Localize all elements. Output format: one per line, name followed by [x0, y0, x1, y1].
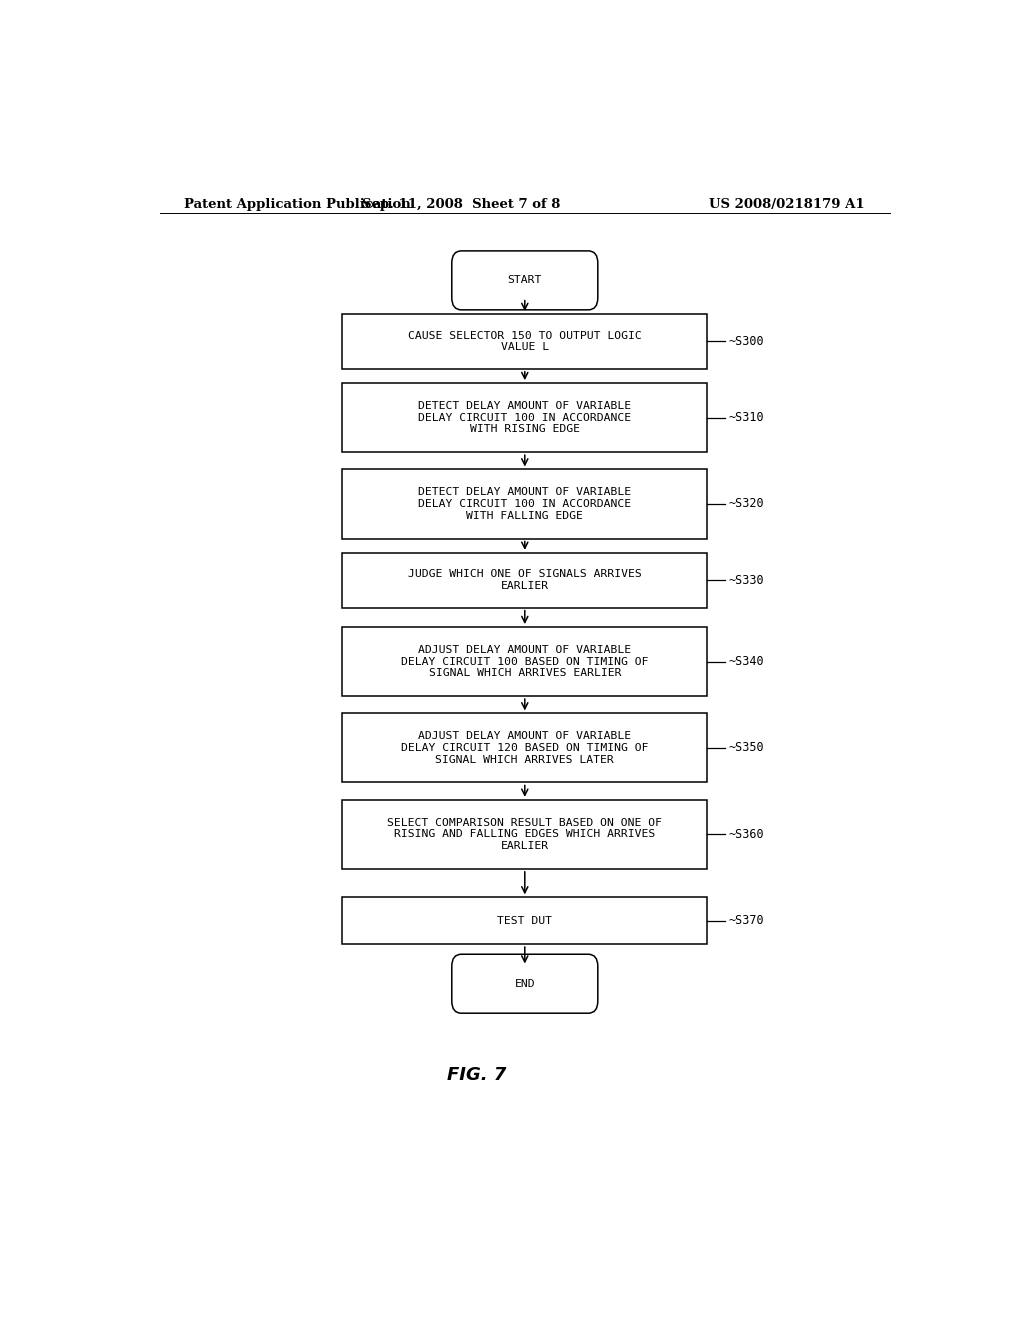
Text: END: END — [514, 978, 536, 989]
Text: START: START — [508, 276, 542, 285]
FancyBboxPatch shape — [452, 251, 598, 310]
Text: JUDGE WHICH ONE OF SIGNALS ARRIVES
EARLIER: JUDGE WHICH ONE OF SIGNALS ARRIVES EARLI… — [408, 569, 642, 591]
Bar — [342, 898, 708, 944]
Text: ADJUST DELAY AMOUNT OF VARIABLE
DELAY CIRCUIT 100 BASED ON TIMING OF
SIGNAL WHIC: ADJUST DELAY AMOUNT OF VARIABLE DELAY CI… — [401, 645, 648, 678]
Text: ~S350: ~S350 — [729, 742, 764, 755]
Bar — [342, 713, 708, 783]
Text: Patent Application Publication: Patent Application Publication — [183, 198, 411, 211]
Text: TEST DUT: TEST DUT — [498, 916, 552, 925]
Text: ~S330: ~S330 — [729, 574, 764, 586]
Bar — [342, 627, 708, 696]
Text: ~S320: ~S320 — [729, 498, 764, 511]
Text: CAUSE SELECTOR 150 TO OUTPUT LOGIC
VALUE L: CAUSE SELECTOR 150 TO OUTPUT LOGIC VALUE… — [408, 330, 642, 352]
Text: US 2008/0218179 A1: US 2008/0218179 A1 — [709, 198, 864, 211]
Text: DETECT DELAY AMOUNT OF VARIABLE
DELAY CIRCUIT 100 IN ACCORDANCE
WITH FALLING EDG: DETECT DELAY AMOUNT OF VARIABLE DELAY CI… — [418, 487, 632, 520]
Text: SELECT COMPARISON RESULT BASED ON ONE OF
RISING AND FALLING EDGES WHICH ARRIVES
: SELECT COMPARISON RESULT BASED ON ONE OF… — [387, 817, 663, 851]
Text: ~S300: ~S300 — [729, 335, 764, 348]
Text: ADJUST DELAY AMOUNT OF VARIABLE
DELAY CIRCUIT 120 BASED ON TIMING OF
SIGNAL WHIC: ADJUST DELAY AMOUNT OF VARIABLE DELAY CI… — [401, 731, 648, 764]
FancyBboxPatch shape — [452, 954, 598, 1014]
Bar — [342, 800, 708, 869]
Text: ~S360: ~S360 — [729, 828, 764, 841]
Bar — [342, 314, 708, 368]
Text: Sep. 11, 2008  Sheet 7 of 8: Sep. 11, 2008 Sheet 7 of 8 — [362, 198, 560, 211]
Bar — [342, 383, 708, 453]
Text: ~S310: ~S310 — [729, 411, 764, 424]
Text: ~S370: ~S370 — [729, 915, 764, 927]
Text: ~S340: ~S340 — [729, 655, 764, 668]
Bar — [342, 553, 708, 607]
Text: DETECT DELAY AMOUNT OF VARIABLE
DELAY CIRCUIT 100 IN ACCORDANCE
WITH RISING EDGE: DETECT DELAY AMOUNT OF VARIABLE DELAY CI… — [418, 401, 632, 434]
Text: FIG. 7: FIG. 7 — [447, 1067, 507, 1084]
Bar — [342, 470, 708, 539]
